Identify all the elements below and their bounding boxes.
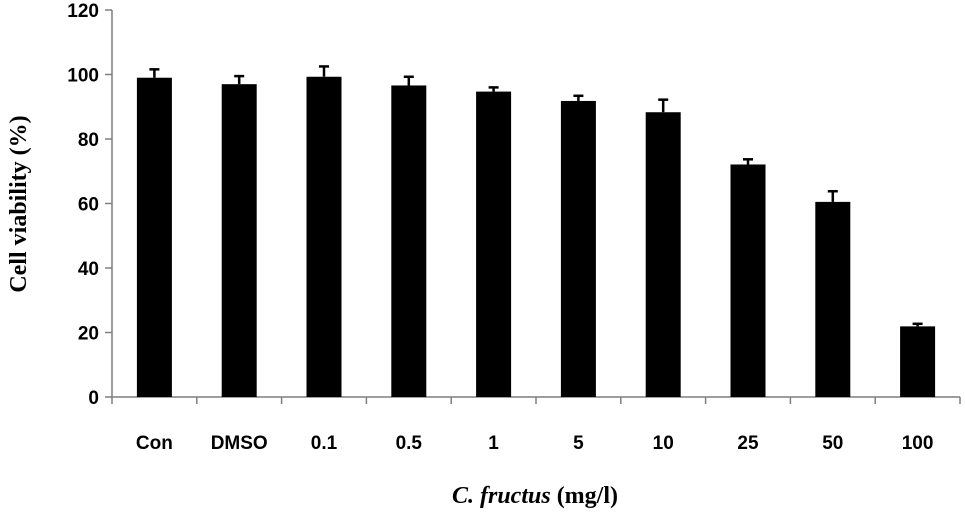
- bar: [815, 201, 851, 397]
- x-tick-label: 10: [653, 433, 674, 454]
- x-axis-title: C. fructus (mg/l): [452, 483, 618, 509]
- bar: [136, 77, 172, 397]
- y-tick-label: 120: [67, 1, 99, 22]
- x-tick-label: 25: [737, 433, 759, 454]
- x-axis: Con DMSO 0.1 0.5 1 5 10 25 50 100: [111, 396, 961, 454]
- x-tick-label: 50: [822, 433, 843, 454]
- x-tick-label: 0.5: [396, 433, 423, 454]
- x-tick-label: 100: [902, 433, 934, 454]
- x-tick-label: DMSO: [211, 433, 268, 454]
- y-tick-label: 80: [78, 130, 99, 151]
- x-tick-label: 5: [573, 433, 584, 454]
- bar: [730, 164, 766, 397]
- y-tick-label: 20: [78, 324, 99, 345]
- y-tick-label: 40: [78, 259, 99, 280]
- y-tick-label: 0: [88, 388, 99, 409]
- bar: [560, 100, 596, 397]
- error-bars: [149, 65, 923, 327]
- bar: [306, 76, 342, 397]
- y-tick-label: 100: [67, 66, 99, 87]
- bar: [476, 91, 512, 397]
- x-tick-label: 0.1: [311, 433, 338, 454]
- bar: [391, 85, 427, 397]
- x-axis-title-units: (mg/l): [551, 483, 618, 509]
- x-axis-title-italic: C. fructus: [452, 483, 551, 509]
- bar: [645, 112, 681, 398]
- x-tick-label: Con: [136, 433, 173, 454]
- bar-series: [136, 76, 936, 398]
- bar: [900, 326, 936, 397]
- y-axis: 0 20 40 60 80 100 120: [67, 1, 113, 409]
- y-axis-title: Cell viability (%): [6, 115, 32, 292]
- x-tick-label: 1: [488, 433, 499, 454]
- bar: [221, 84, 257, 398]
- y-tick-label: 60: [78, 195, 99, 216]
